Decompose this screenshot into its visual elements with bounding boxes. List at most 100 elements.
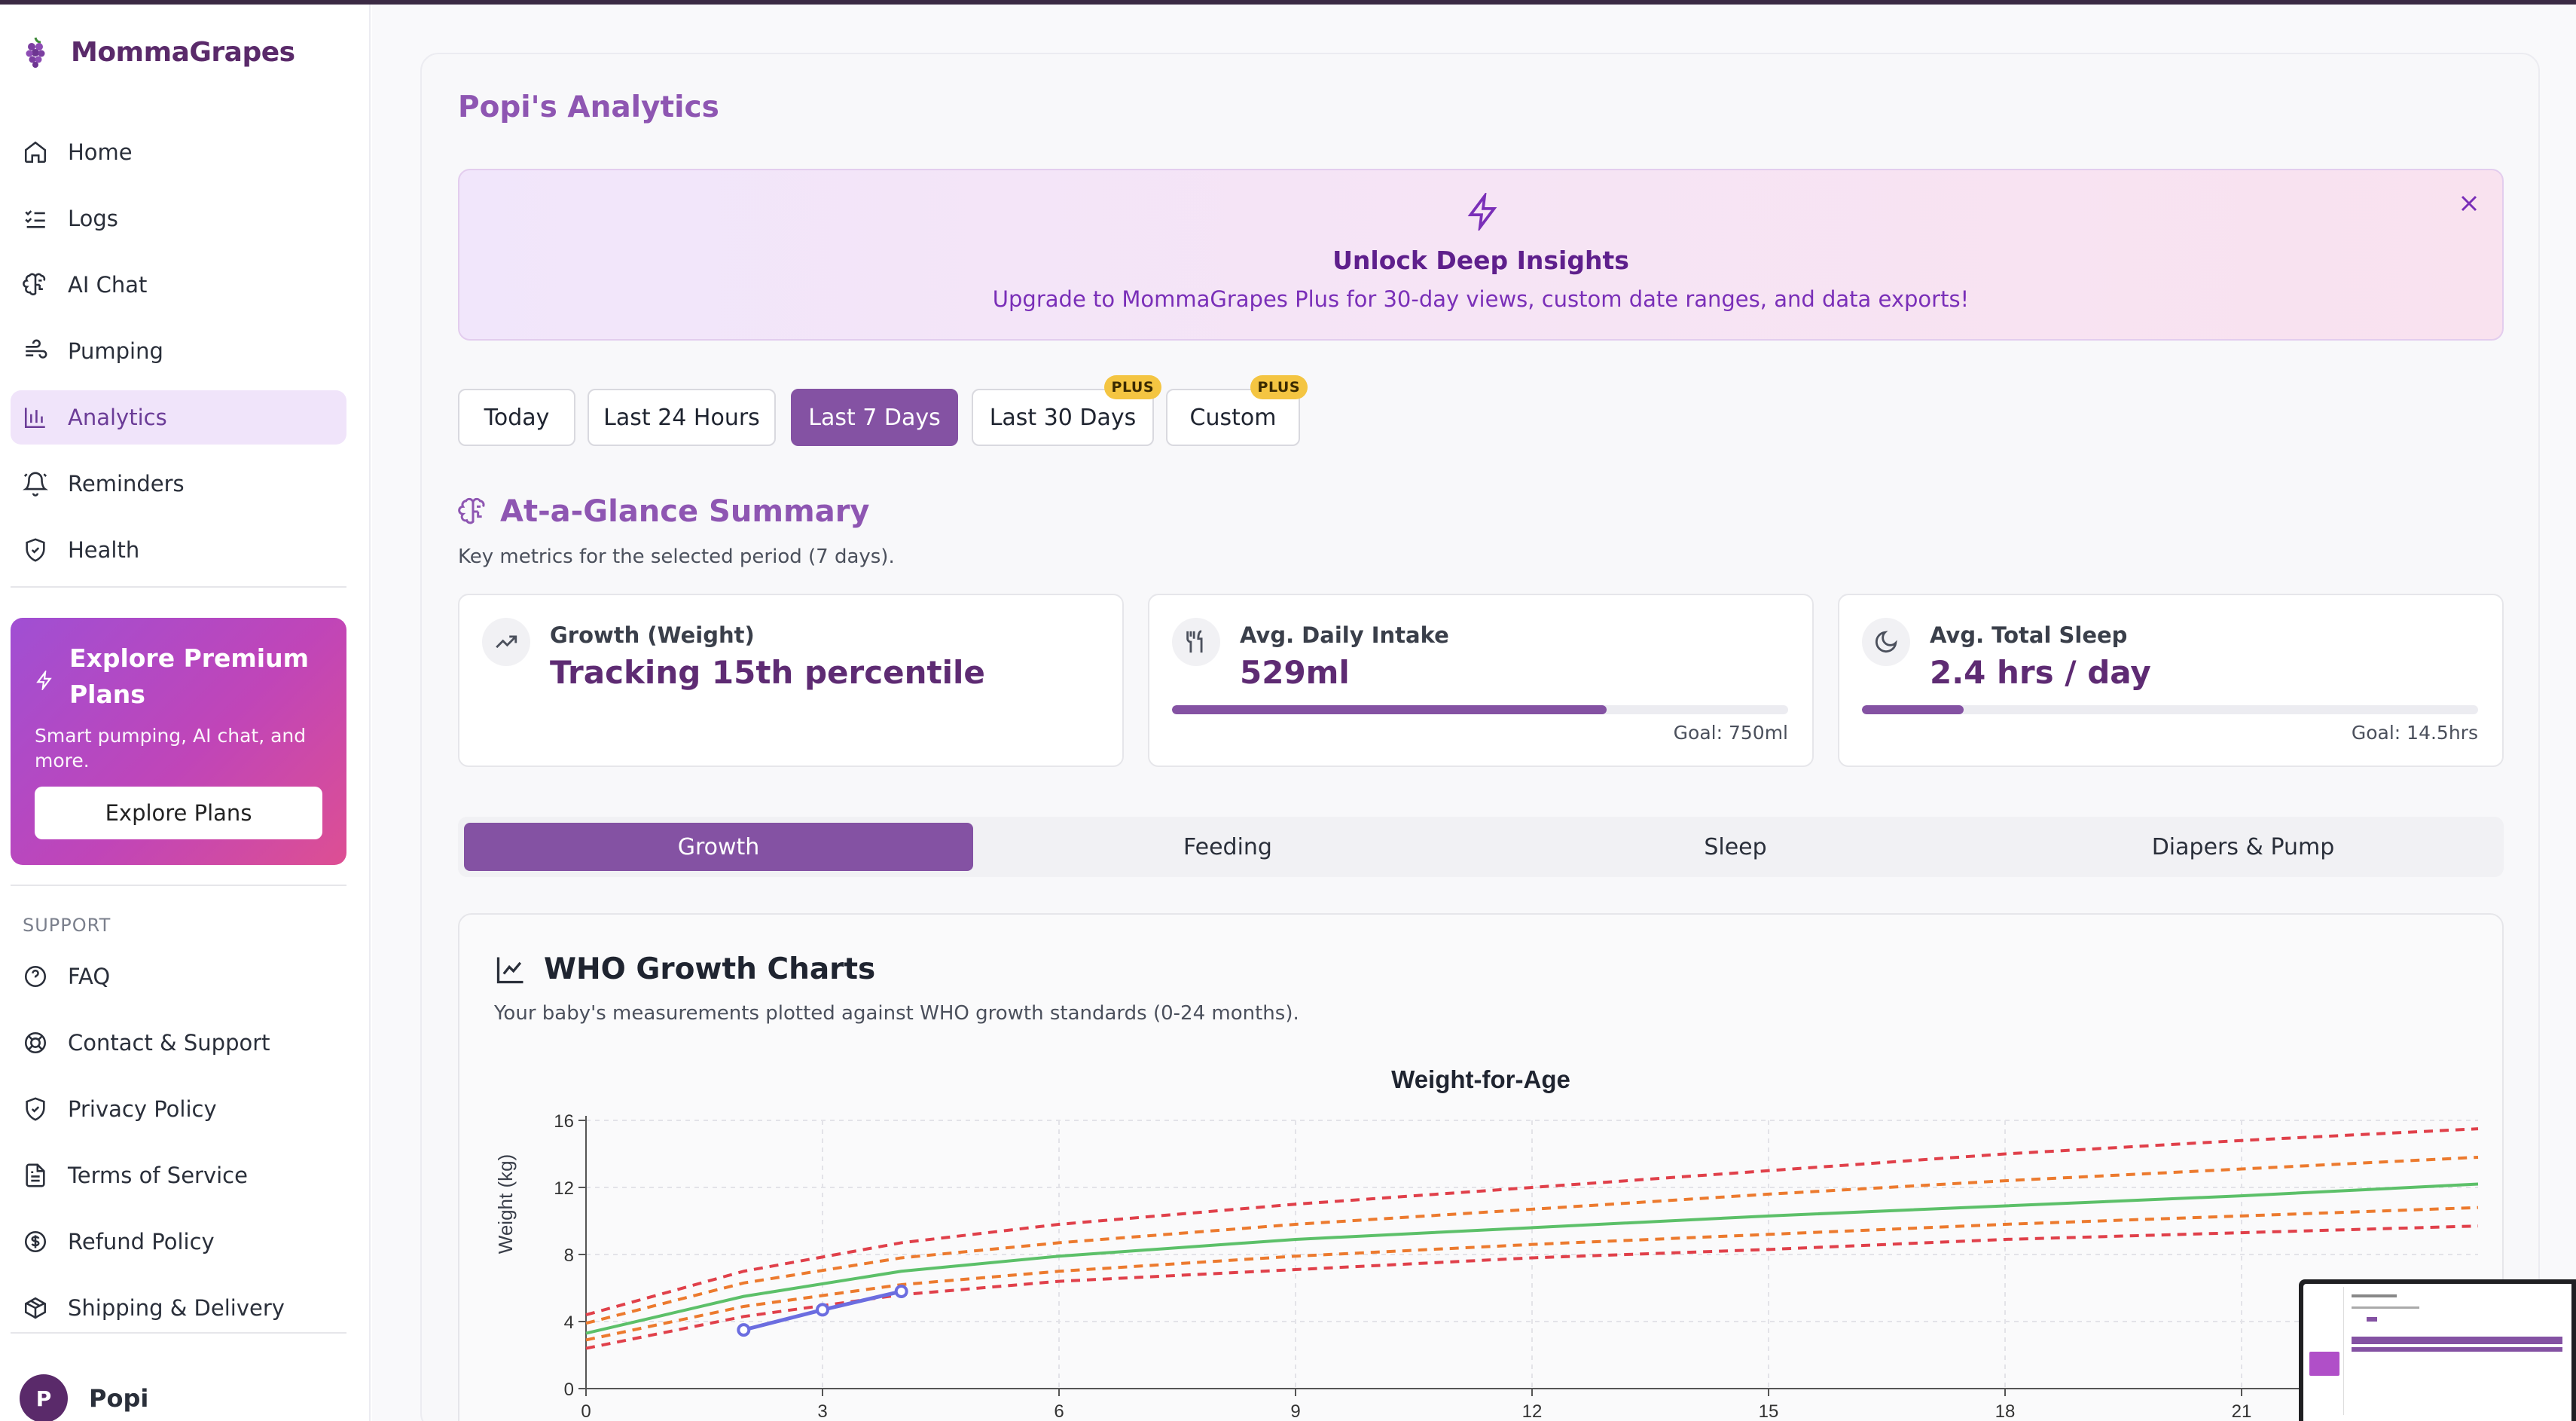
promo-title-text: Explore Premium Plans bbox=[69, 643, 309, 709]
grape-logo-icon bbox=[26, 37, 45, 68]
preview-bar bbox=[2352, 1337, 2562, 1344]
sidebar-item-label: Home bbox=[68, 139, 133, 165]
who-chart-title: WHO Growth Charts bbox=[544, 952, 876, 986]
series-line-p15 bbox=[585, 1206, 2479, 1342]
sidebar-item-label: FAQ bbox=[68, 964, 111, 989]
document-icon bbox=[26, 1163, 45, 1187]
y-tick-label: 16 bbox=[554, 1111, 574, 1132]
bolt-icon bbox=[36, 671, 52, 690]
screen-preview-thumbnail[interactable] bbox=[2299, 1279, 2576, 1421]
summary-heading: At-a-Glance Summary bbox=[458, 494, 870, 529]
series-line-p50 bbox=[585, 1182, 2479, 1335]
preview-title bbox=[2352, 1294, 2397, 1297]
page-title: Popi's Analytics bbox=[458, 90, 719, 124]
moon-icon bbox=[1875, 631, 1897, 653]
progress-fill bbox=[1172, 705, 1607, 714]
sidebar-item-ai-chat[interactable]: AI Chat bbox=[11, 258, 346, 312]
x-tick-label: 15 bbox=[1759, 1401, 1779, 1421]
metric-value: 529ml bbox=[1240, 654, 1350, 691]
metric-card-intake: Avg. Daily Intake 529ml Goal: 750ml bbox=[1148, 594, 1814, 767]
sidebar-item-analytics[interactable]: Analytics bbox=[11, 390, 346, 445]
premium-promo-card: Explore Premium Plans Smart pumping, AI … bbox=[11, 618, 346, 865]
x-tick-label: 0 bbox=[581, 1401, 591, 1421]
tab-sleep[interactable]: Sleep bbox=[1704, 833, 1767, 860]
sidebar-item-label: AI Chat bbox=[68, 272, 148, 298]
y-tick-label: 8 bbox=[564, 1245, 574, 1266]
list-check-icon bbox=[25, 210, 45, 228]
banner-title: Unlock Deep Insights bbox=[1332, 246, 1629, 275]
banner-description: Upgrade to MommaGrapes Plus for 30-day v… bbox=[992, 286, 1970, 312]
metric-label: Avg. Total Sleep bbox=[1930, 622, 2128, 648]
sidebar-item-label: Logs bbox=[68, 206, 118, 231]
home-icon bbox=[24, 141, 47, 163]
promo-description: Smart pumping, AI chat, and more. bbox=[35, 725, 307, 772]
x-tick-label: 21 bbox=[2232, 1401, 2252, 1421]
pumping-icon bbox=[26, 339, 47, 359]
sidebar-item-faq[interactable]: FAQ bbox=[11, 949, 346, 1004]
brand[interactable]: MommaGrapes bbox=[17, 33, 295, 71]
series-line-p97 bbox=[585, 1127, 2479, 1317]
bar-chart-icon bbox=[24, 408, 45, 429]
package-icon bbox=[24, 1297, 47, 1319]
range-label: Custom bbox=[1189, 404, 1277, 431]
close-icon[interactable] bbox=[2455, 190, 2483, 217]
metric-value: Tracking 15th percentile bbox=[550, 654, 985, 691]
support-section-label: SUPPORT bbox=[23, 915, 111, 936]
help-circle-icon bbox=[24, 965, 47, 988]
chart-title: Weight-for-Age bbox=[1391, 1065, 1570, 1093]
explore-plans-button[interactable]: Explore Plans bbox=[35, 787, 322, 839]
sidebar-item-contact[interactable]: Contact & Support bbox=[11, 1016, 346, 1070]
data-point-baby bbox=[737, 1323, 751, 1337]
preview-text bbox=[2352, 1306, 2419, 1309]
metric-label: Growth (Weight) bbox=[550, 622, 755, 648]
sidebar-item-privacy[interactable]: Privacy Policy bbox=[11, 1082, 346, 1136]
x-tick-label: 6 bbox=[1054, 1401, 1064, 1421]
trending-up-icon bbox=[496, 635, 517, 649]
dollar-icon bbox=[24, 1230, 47, 1253]
metric-value: 2.4 hrs / day bbox=[1930, 654, 2151, 691]
avatar: P bbox=[20, 1374, 68, 1421]
utensils-icon bbox=[1186, 630, 1203, 653]
summary-title: At-a-Glance Summary bbox=[500, 494, 870, 529]
y-tick-label: 4 bbox=[564, 1313, 574, 1333]
plus-badge: PLUS bbox=[1250, 375, 1308, 399]
sidebar-item-home[interactable]: Home bbox=[11, 125, 346, 179]
bell-icon bbox=[23, 472, 48, 497]
range-30d-button[interactable]: Last 30 Days PLUS bbox=[972, 375, 1161, 446]
user-profile[interactable]: P Popi bbox=[20, 1374, 148, 1421]
preview-sidebar bbox=[2306, 1287, 2344, 1415]
chart-axes: 0 4 8 12 16 0 3 6 9 12 15 18 21 bbox=[554, 1111, 2478, 1421]
who-growth-card bbox=[458, 913, 2504, 1421]
sidebar-item-label: Contact & Support bbox=[68, 1030, 270, 1056]
sidebar: MommaGrapes Home Logs AI Chat Pumping An… bbox=[0, 5, 371, 1421]
sidebar-item-logs[interactable]: Logs bbox=[11, 191, 346, 246]
who-chart-subtitle: Your baby's measurements plotted against… bbox=[494, 1002, 1299, 1025]
user-name: Popi bbox=[89, 1384, 149, 1413]
sidebar-item-pumping[interactable]: Pumping bbox=[11, 324, 346, 378]
sidebar-item-reminders[interactable]: Reminders bbox=[11, 457, 346, 511]
metric-label: Avg. Daily Intake bbox=[1240, 622, 1449, 648]
brain-icon bbox=[458, 497, 485, 524]
sidebar-divider bbox=[11, 885, 346, 886]
sidebar-item-health[interactable]: Health bbox=[11, 523, 346, 577]
y-axis-label: Weight (kg) bbox=[494, 1154, 517, 1254]
tab-feeding[interactable]: Feeding bbox=[1183, 833, 1272, 860]
x-tick-label: 3 bbox=[817, 1401, 827, 1421]
range-24h-button[interactable]: Last 24 Hours bbox=[588, 389, 776, 446]
promo-title: Explore Premium Plans bbox=[35, 640, 322, 713]
tab-growth[interactable]: Growth bbox=[464, 823, 973, 871]
preview-promo bbox=[2309, 1352, 2339, 1376]
range-today-button[interactable]: Today bbox=[458, 389, 575, 446]
tab-diapers-pump[interactable]: Diapers & Pump bbox=[2151, 833, 2335, 860]
range-7d-button[interactable]: Last 7 Days bbox=[791, 389, 958, 446]
sidebar-item-shipping[interactable]: Shipping & Delivery bbox=[11, 1281, 346, 1335]
y-tick-label: 0 bbox=[564, 1380, 574, 1400]
sidebar-item-terms[interactable]: Terms of Service bbox=[11, 1148, 346, 1203]
sidebar-item-label: Shipping & Delivery bbox=[68, 1295, 285, 1321]
preview-button bbox=[2367, 1317, 2377, 1322]
sidebar-item-refund[interactable]: Refund Policy bbox=[11, 1215, 346, 1269]
range-custom-button[interactable]: Custom PLUS bbox=[1166, 375, 1308, 446]
app-name: MommaGrapes bbox=[71, 36, 295, 68]
sidebar-item-label: Pumping bbox=[68, 338, 163, 364]
bolt-icon bbox=[1467, 193, 1497, 231]
